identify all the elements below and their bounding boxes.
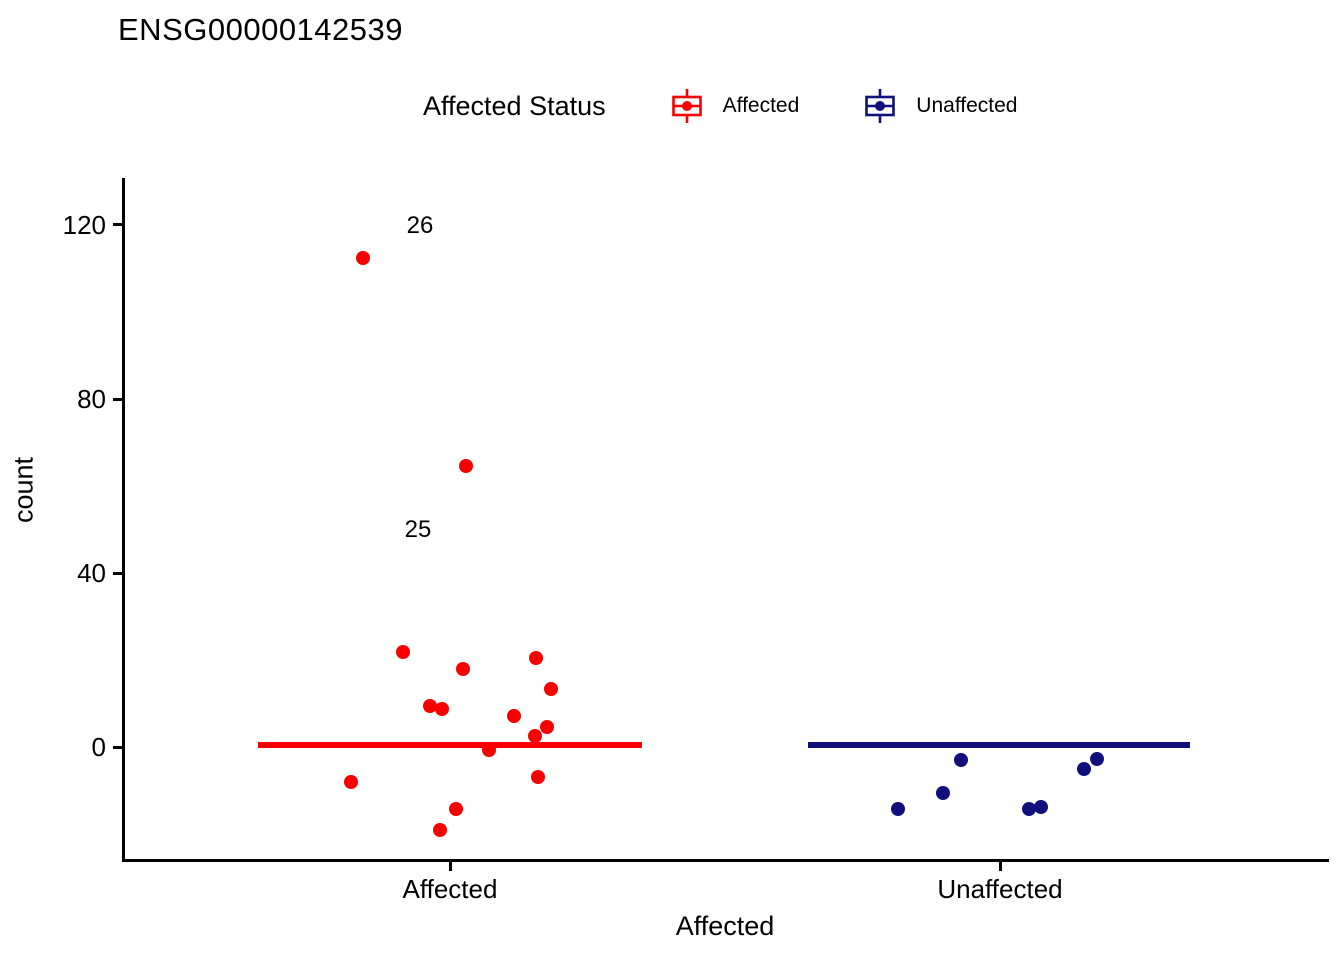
median-line-affected (258, 741, 642, 748)
data-point-affected (396, 645, 410, 660)
data-point-affected (449, 801, 463, 816)
legend-item-unaffected: Unaffected (861, 87, 1017, 125)
data-point-unaffected (1077, 762, 1091, 777)
data-point-unaffected (936, 786, 950, 801)
x-tick-mark (448, 862, 452, 871)
y-tick-label: 0 (91, 732, 106, 763)
data-point-affected (540, 720, 554, 735)
x-axis-title: Affected (675, 911, 775, 941)
data-point-affected (344, 774, 358, 789)
boxplot-key-icon (865, 89, 896, 123)
data-point-unaffected (954, 753, 968, 768)
y-axis-title: count (8, 456, 39, 524)
legend-title: Affected Status (423, 90, 606, 121)
data-point-affected (433, 823, 447, 838)
legend: Affected Status Affected Unaffected (423, 82, 1017, 130)
x-tick-mark (998, 862, 1002, 871)
data-point-affected (531, 770, 545, 785)
legend-label-affected: Affected (722, 94, 800, 117)
y-tick-mark (113, 745, 122, 749)
legend-item-affected: Affected (668, 87, 800, 125)
data-point-affected (544, 682, 558, 697)
data-point-affected (423, 699, 437, 714)
y-tick-label: 120 (62, 209, 106, 240)
data-point-unaffected (891, 801, 905, 816)
boxplot-key-icon (671, 89, 702, 123)
data-point-unaffected (1022, 801, 1036, 816)
outlier-label: 25 (404, 515, 432, 543)
y-tick-mark (113, 571, 122, 575)
data-point-affected (459, 459, 473, 474)
y-tick-mark (113, 397, 122, 401)
data-point-unaffected (1090, 752, 1104, 767)
x-tick-label: Affected (402, 874, 498, 904)
y-tick-label: 80 (77, 384, 106, 415)
median-line-unaffected (808, 741, 1190, 748)
data-point-affected (482, 743, 496, 758)
legend-label-unaffected: Unaffected (916, 94, 1018, 117)
data-point-unaffected (1034, 800, 1048, 815)
data-point-affected (456, 662, 470, 677)
data-point-affected (356, 251, 370, 266)
data-point-affected (528, 729, 542, 744)
x-tick-label: Unaffected (937, 874, 1063, 904)
data-point-affected (435, 702, 449, 717)
plot-title: ENSG00000142539 (118, 12, 404, 47)
y-tick-mark (113, 223, 122, 227)
data-point-affected (529, 650, 543, 665)
data-point-affected (507, 709, 521, 724)
outlier-label: 26 (406, 212, 434, 240)
y-tick-label: 40 (77, 558, 106, 589)
plot-panel (122, 178, 1329, 862)
